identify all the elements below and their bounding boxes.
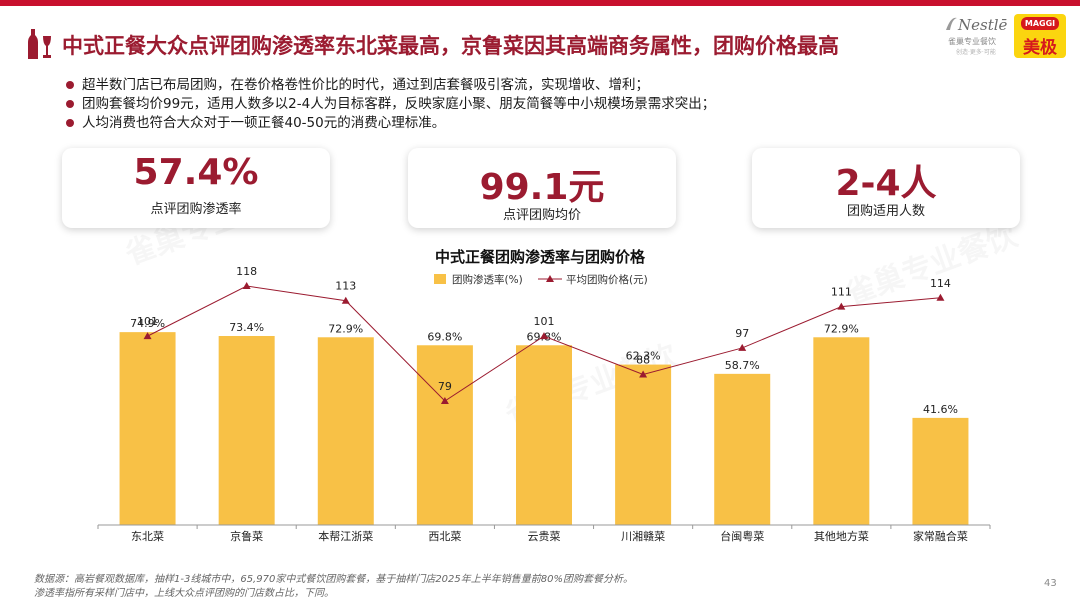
- bar-value-label: 69.8%: [427, 330, 462, 343]
- x-tick-label: 西北菜: [428, 530, 461, 543]
- price-value-label: 118: [236, 265, 257, 278]
- bullet-dot: [66, 119, 74, 127]
- kpi-value: 99.1元: [479, 167, 605, 208]
- bar-value-label: 62.3%: [626, 350, 661, 363]
- price-marker: [540, 332, 548, 340]
- bar: [119, 332, 176, 525]
- x-tick-label: 家常融合菜: [913, 529, 968, 543]
- nestle-logo: Nestlē 雀巢专业餐饮 创造·更多·可能: [944, 14, 1012, 58]
- price-marker: [639, 370, 648, 378]
- bar-value-label: 74.9%: [130, 317, 165, 330]
- bar-value-label: 72.9%: [824, 322, 859, 335]
- nestle-subtitle: 雀巢专业餐饮: [948, 37, 996, 46]
- kpi-card-avg-price: 99.1元 点评团购均价: [408, 148, 676, 228]
- bar-value-label: 58.7%: [725, 359, 760, 372]
- price-value-label: 79: [438, 380, 452, 393]
- x-tick-label: 川湘赣菜: [621, 529, 665, 543]
- bar-value-label: 41.6%: [923, 403, 958, 416]
- price-value-label: 101: [137, 315, 158, 328]
- bullet-text: 超半数门店已布局团购，在卷价格卷性价比的时代，通过到店套餐吸引客流，实现增收、增…: [82, 77, 649, 93]
- kpi-value: 2-4人: [835, 163, 937, 204]
- bar: [317, 337, 374, 525]
- price-value-label: 97: [735, 327, 749, 340]
- bar: [813, 337, 870, 525]
- price-value-label: 114: [930, 277, 951, 290]
- top-accent-bar: [0, 0, 1080, 6]
- price-value-label: 101: [534, 315, 555, 328]
- kpi-card-penetration: 57.4% 点评团购渗透率: [62, 148, 330, 228]
- bar: [218, 335, 275, 525]
- maggi-chinese-name: 美极: [1023, 38, 1057, 58]
- x-tick-label: 东北菜: [131, 530, 164, 543]
- price-marker: [143, 332, 152, 340]
- nestle-wordmark: Nestlē: [958, 16, 1008, 34]
- price-value-label: 111: [831, 286, 852, 299]
- bar: [912, 417, 969, 525]
- x-tick-label: 台闽粤菜: [720, 529, 764, 543]
- price-marker: [341, 296, 350, 304]
- page-number: 43: [1044, 578, 1057, 589]
- bullet-text: 团购套餐均价99元，适用人数多以2-4人为目标客群，反映家庭小聚、朋友简餐等中小…: [82, 96, 716, 112]
- bullet-text: 人均消费也符合大众对于一顿正餐40-50元的消费心理标准。: [82, 115, 446, 131]
- kpi-label: 点评团购均价: [502, 208, 581, 223]
- legend-marker-line: [546, 275, 554, 282]
- price-value-label: 88: [636, 353, 650, 366]
- maggi-wordmark: MAGGI: [1021, 17, 1059, 30]
- legend-swatch-bar: [434, 274, 446, 284]
- price-marker: [242, 282, 251, 289]
- bullet-dot: [66, 100, 74, 108]
- nest-icon: [946, 17, 957, 30]
- price-marker: [837, 302, 846, 310]
- bullet-item: 团购套餐均价99元，适用人数多以2-4人为目标客群，反映家庭小聚、朋友简餐等中小…: [66, 95, 715, 114]
- x-tick-label: 云贵菜: [528, 530, 561, 543]
- chart-title: 中式正餐团购渗透率与团购价格: [435, 248, 646, 266]
- bar-value-label: 73.4%: [229, 321, 264, 334]
- bar-value-label: 72.9%: [328, 322, 363, 335]
- price-marker: [936, 293, 945, 301]
- kpi-label: 团购适用人数: [846, 204, 925, 219]
- kpi-value: 57.4%: [133, 152, 259, 193]
- footnote-source: 数据源：高岩餐观数据库，抽样1-3线城市中，65,970家中式餐饮团购套餐，基于…: [34, 574, 633, 585]
- bar: [516, 345, 572, 525]
- footnote-definition: 渗透率指所有采样门店中，上线大众点评团购的门店数占比，下同。: [34, 588, 334, 599]
- nestle-tagline: 创造·更多·可能: [956, 49, 996, 56]
- bullet-item: 人均消费也符合大众对于一顿正餐40-50元的消费心理标准。: [66, 114, 715, 133]
- legend-label-line: 平均团购价格(元): [566, 273, 648, 286]
- bar: [714, 373, 771, 525]
- price-marker: [440, 397, 449, 404]
- bullet-list: 超半数门店已布局团购，在卷价格卷性价比的时代，通过到店套餐吸引客流，实现增收、增…: [66, 76, 715, 133]
- page-title: 中式正餐大众点评团购渗透率东北菜最高，京鲁菜因其高端商务属性，团购价格最高: [62, 34, 839, 58]
- bar: [416, 345, 473, 525]
- kpi-label: 点评团购渗透率: [150, 202, 242, 217]
- price-marker: [738, 343, 747, 351]
- bullet-item: 超半数门店已布局团购，在卷价格卷性价比的时代，通过到店套餐吸引客流，实现增收、增…: [66, 76, 715, 95]
- bar: [615, 364, 672, 525]
- bullet-dot: [66, 81, 74, 89]
- x-tick-label: 京鲁菜: [230, 529, 263, 543]
- legend-label-bar: 团购渗透率(%): [452, 273, 523, 286]
- wine-bottle-icon: [28, 29, 51, 59]
- kpi-card-party-size: 2-4人 团购适用人数: [752, 148, 1020, 228]
- maggi-logo: MAGGI 美极: [1014, 14, 1066, 58]
- x-tick-label: 本帮江浙菜: [318, 529, 373, 543]
- price-value-label: 113: [335, 280, 356, 293]
- x-tick-label: 其他地方菜: [814, 529, 869, 543]
